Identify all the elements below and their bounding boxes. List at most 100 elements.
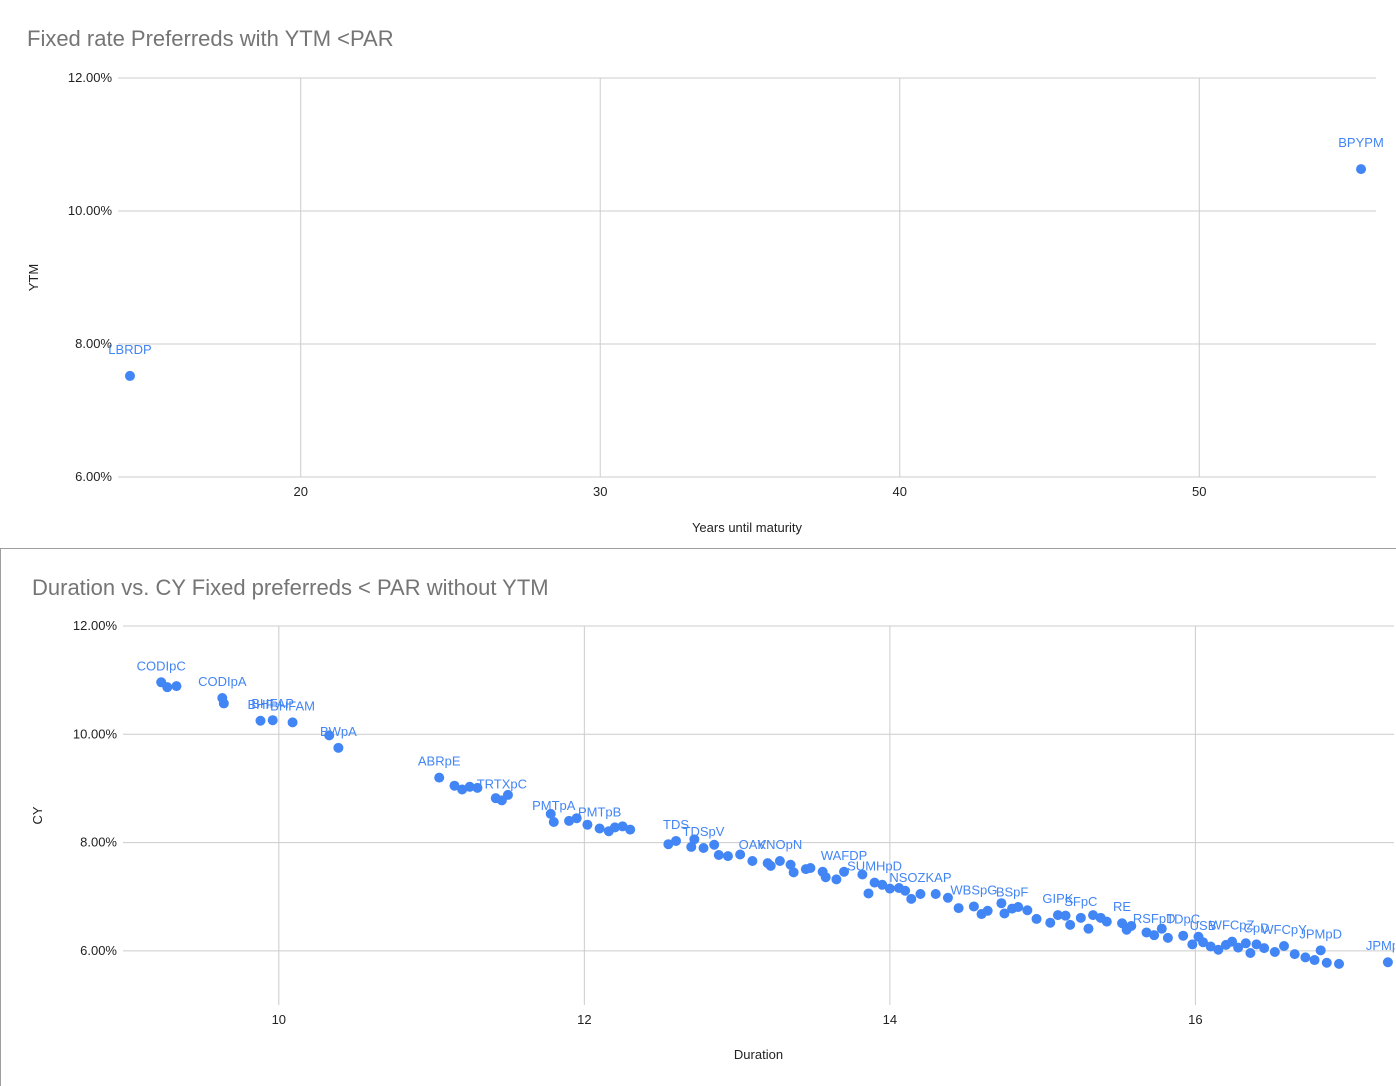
data-point[interactable] <box>1356 164 1367 175</box>
data-point[interactable] <box>1075 912 1086 923</box>
data-point[interactable] <box>906 893 917 904</box>
data-point[interactable] <box>1279 940 1290 951</box>
data-point[interactable] <box>255 715 266 726</box>
data-point[interactable] <box>877 879 888 890</box>
data-point[interactable] <box>582 819 593 830</box>
data-point[interactable] <box>996 898 1007 909</box>
data-point[interactable] <box>287 717 298 728</box>
data-point[interactable] <box>594 823 605 834</box>
data-point[interactable] <box>831 874 842 885</box>
data-point[interactable] <box>1088 910 1099 921</box>
data-point[interactable] <box>722 851 733 862</box>
data-point[interactable] <box>124 370 135 381</box>
data-point[interactable] <box>1149 930 1160 941</box>
data-point[interactable] <box>464 781 475 792</box>
data-label: TRTXpC <box>477 776 527 791</box>
y-tick-label: 10.00% <box>68 203 113 218</box>
data-point[interactable] <box>915 889 926 900</box>
data-point[interactable] <box>663 839 674 850</box>
data-point[interactable] <box>1259 943 1270 954</box>
data-point[interactable] <box>735 849 746 860</box>
data-point[interactable] <box>900 885 911 896</box>
data-point[interactable] <box>1251 939 1262 950</box>
data-point[interactable] <box>774 855 785 866</box>
data-point[interactable] <box>713 850 724 861</box>
data-point[interactable] <box>171 681 182 692</box>
data-point[interactable] <box>502 789 513 800</box>
data-point[interactable] <box>884 883 895 894</box>
data-point[interactable] <box>1289 949 1300 960</box>
y-axis-label: CY <box>30 806 45 824</box>
data-point[interactable] <box>545 808 556 819</box>
data-point[interactable] <box>1045 917 1056 928</box>
data-point[interactable] <box>839 866 850 877</box>
data-point[interactable] <box>1065 919 1076 930</box>
data-point[interactable] <box>765 860 776 871</box>
data-label: CODIpA <box>198 674 247 689</box>
data-point[interactable] <box>1013 902 1024 913</box>
data-point[interactable] <box>324 730 335 741</box>
data-point[interactable] <box>1334 958 1345 969</box>
data-point[interactable] <box>1198 937 1209 948</box>
data-point[interactable] <box>1205 941 1216 952</box>
data-point[interactable] <box>564 815 575 826</box>
data-point[interactable] <box>162 682 173 693</box>
y-tick-label: 8.00% <box>80 835 117 850</box>
data-point[interactable] <box>218 698 229 709</box>
data-point[interactable] <box>1031 913 1042 924</box>
data-point[interactable] <box>686 841 697 852</box>
data-point[interactable] <box>1240 938 1251 949</box>
data-point[interactable] <box>698 842 709 853</box>
data-point[interactable] <box>1213 944 1224 955</box>
data-point[interactable] <box>869 877 880 888</box>
data-point[interactable] <box>1178 930 1189 941</box>
data-point[interactable] <box>1126 920 1137 931</box>
data-point[interactable] <box>1101 916 1112 927</box>
data-point[interactable] <box>982 905 993 916</box>
data-point[interactable] <box>571 813 582 824</box>
data-point[interactable] <box>930 889 941 900</box>
data-point[interactable] <box>548 816 559 827</box>
data-point[interactable] <box>1269 946 1280 957</box>
data-label: RSFpD <box>1133 911 1176 926</box>
data-point[interactable] <box>1321 957 1332 968</box>
data-point[interactable] <box>609 822 620 833</box>
data-point[interactable] <box>449 780 460 791</box>
data-point[interactable] <box>267 715 278 726</box>
data-point[interactable] <box>1052 910 1063 921</box>
data-point[interactable] <box>820 872 831 883</box>
data-point[interactable] <box>457 784 468 795</box>
data-point[interactable] <box>968 901 979 912</box>
data-point[interactable] <box>1300 952 1311 963</box>
data-point[interactable] <box>1245 948 1256 959</box>
data-point[interactable] <box>617 821 628 832</box>
data-point[interactable] <box>472 782 483 793</box>
data-point[interactable] <box>333 742 344 753</box>
data-point[interactable] <box>863 888 874 899</box>
data-point[interactable] <box>857 869 868 880</box>
data-point[interactable] <box>1156 923 1167 934</box>
data-point[interactable] <box>785 859 796 870</box>
data-point[interactable] <box>434 772 445 783</box>
data-point[interactable] <box>671 835 682 846</box>
data-point[interactable] <box>1315 945 1326 956</box>
data-point[interactable] <box>999 908 1010 919</box>
data-point[interactable] <box>1060 910 1071 921</box>
data-point[interactable] <box>1309 955 1320 966</box>
data-point[interactable] <box>805 863 816 874</box>
data-point[interactable] <box>625 824 636 835</box>
data-point[interactable] <box>1141 927 1152 938</box>
data-point[interactable] <box>1233 942 1244 953</box>
data-point[interactable] <box>788 867 799 878</box>
data-point[interactable] <box>1162 932 1173 943</box>
data-point[interactable] <box>709 839 720 850</box>
data-point[interactable] <box>953 903 964 914</box>
data-point[interactable] <box>1083 923 1094 934</box>
data-point[interactable] <box>1382 957 1393 968</box>
data-point[interactable] <box>942 892 953 903</box>
x-tick-label: 16 <box>1188 1012 1202 1027</box>
data-point[interactable] <box>689 834 700 845</box>
data-point[interactable] <box>1022 905 1033 916</box>
data-point[interactable] <box>1187 939 1198 950</box>
data-point[interactable] <box>747 855 758 866</box>
